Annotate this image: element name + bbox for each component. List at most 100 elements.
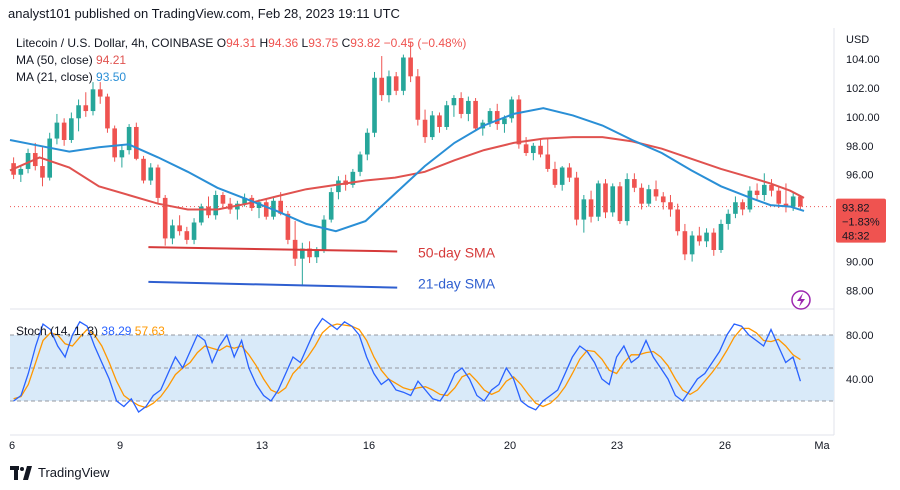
legend-ma21-row[interactable]: MA (21, close) 93.50 xyxy=(16,70,126,84)
candle-body xyxy=(170,225,175,239)
footer-brand[interactable]: TradingView xyxy=(10,462,110,484)
candle-body xyxy=(603,183,608,213)
candle xyxy=(581,195,587,233)
candle-body xyxy=(69,118,74,140)
candle xyxy=(617,181,623,224)
candle-body xyxy=(668,202,673,210)
candle-body xyxy=(97,89,103,97)
candle-body xyxy=(617,186,623,222)
candle-body xyxy=(300,248,305,259)
time-tick-label: 6 xyxy=(9,440,15,452)
candle-body xyxy=(422,119,428,138)
candle xyxy=(466,96,471,122)
candle-body xyxy=(624,179,630,222)
candle-body xyxy=(718,223,724,250)
candle xyxy=(574,171,579,226)
candle-body xyxy=(408,57,413,77)
candle xyxy=(725,209,731,230)
candle xyxy=(588,190,594,223)
candle-body xyxy=(523,144,529,154)
candle xyxy=(798,195,803,210)
candle-body xyxy=(177,225,182,232)
candle-body xyxy=(126,126,132,151)
candle xyxy=(595,180,601,222)
candle-body xyxy=(509,99,514,119)
legend-symbol-row: Litecoin / U.S. Dollar, 4h, COINBASE O94… xyxy=(16,36,466,50)
candle-body xyxy=(653,189,659,197)
candle-body xyxy=(393,76,399,91)
candle xyxy=(155,164,161,204)
candle-body xyxy=(783,203,789,207)
candle xyxy=(769,179,774,197)
candle-body xyxy=(559,167,565,185)
candle xyxy=(191,218,197,245)
candle xyxy=(350,168,356,188)
chart-area[interactable]: 50-day SMA 21-day SMA USD 104.00 102.00 100.… xyxy=(0,28,900,458)
candle-body xyxy=(754,190,760,195)
candle-body xyxy=(458,98,464,114)
candle-body xyxy=(364,132,370,155)
legend-high-label: H xyxy=(259,36,269,50)
candle-body xyxy=(494,111,500,125)
candle-body xyxy=(725,213,731,224)
candle-body xyxy=(581,199,587,220)
candle xyxy=(83,92,89,117)
legend-close-label: C xyxy=(341,36,351,50)
candle xyxy=(177,215,182,236)
chart-svg[interactable]: 50-day SMA 21-day SMA USD 104.00 102.00 100.… xyxy=(0,28,900,458)
candle xyxy=(54,113,60,145)
candle xyxy=(458,92,464,119)
legend-ma50-row[interactable]: MA (50, close) 94.21 xyxy=(16,53,126,67)
candle xyxy=(76,99,81,132)
candle-body xyxy=(790,196,796,207)
candle-body xyxy=(119,150,125,158)
price-tick-label: 102.00 xyxy=(846,83,880,95)
candle xyxy=(198,203,204,226)
candle xyxy=(422,109,428,143)
countdown-label: 48:32 xyxy=(842,231,870,243)
candle xyxy=(761,173,767,201)
candle-body xyxy=(574,177,579,220)
candle-body xyxy=(372,77,377,133)
time-tick-label: 26 xyxy=(719,440,731,452)
candle-body xyxy=(278,200,283,214)
stoch-k-line xyxy=(13,317,802,413)
candle-body xyxy=(444,105,450,127)
candle-body xyxy=(704,232,709,242)
candle xyxy=(675,203,680,236)
candle-body xyxy=(40,166,45,178)
legend-ma21-value: 93.50 xyxy=(96,70,127,84)
lightning-icon[interactable] xyxy=(791,290,811,310)
candle-body xyxy=(769,184,774,191)
candle-body xyxy=(776,190,782,204)
candle-body xyxy=(639,187,644,204)
candle xyxy=(170,219,175,245)
candle xyxy=(126,124,132,155)
legend-stoch-row[interactable]: Stoch (14, 1, 3) 38.29 57.63 xyxy=(16,324,165,338)
stoch-tick-label: 80.00 xyxy=(846,330,874,342)
candle xyxy=(624,173,630,226)
candle-body xyxy=(76,105,81,119)
stoch-tick-label: 40.00 xyxy=(846,374,874,386)
candle xyxy=(372,71,377,138)
legend-high: 94.36 xyxy=(268,36,299,50)
candle-body xyxy=(350,171,356,185)
candle-body xyxy=(198,206,204,223)
candle xyxy=(213,190,219,220)
candle xyxy=(119,145,125,168)
candle xyxy=(47,132,53,181)
candle xyxy=(451,95,457,117)
legend-close: 93.82 xyxy=(350,36,381,50)
candle-body xyxy=(285,213,291,240)
price-tick-label: 88.00 xyxy=(846,286,874,298)
legend-change: −0.45 (−0.48%) xyxy=(383,36,467,50)
candle xyxy=(516,95,522,149)
candle xyxy=(393,71,399,96)
candle-body xyxy=(357,154,363,172)
candle xyxy=(538,140,543,158)
candle-body xyxy=(747,190,753,210)
candle xyxy=(220,192,226,209)
candle-body xyxy=(682,231,688,255)
candle xyxy=(704,228,709,248)
candle-body xyxy=(538,145,543,155)
